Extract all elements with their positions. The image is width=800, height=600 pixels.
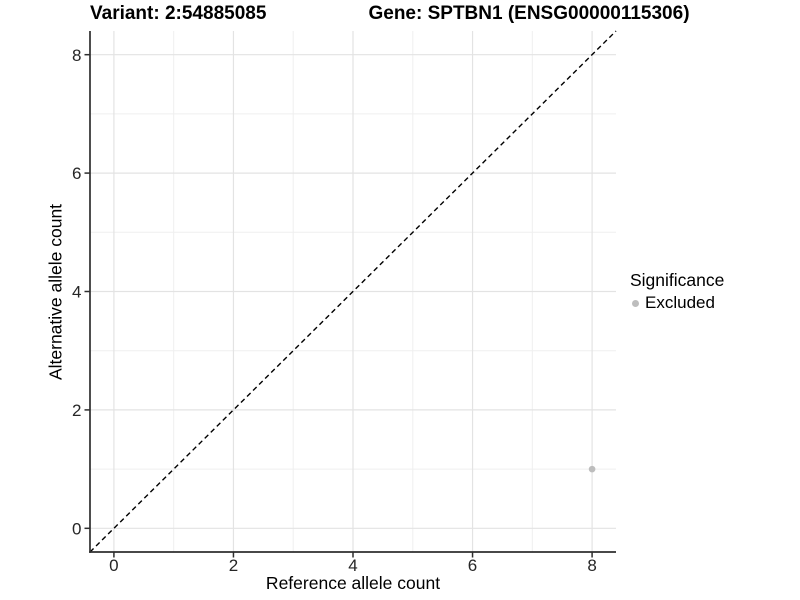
y-tick-label: 2: [72, 401, 81, 420]
gene-title: Gene: SPTBN1 (ENSG00000115306): [368, 3, 690, 24]
legend-title: Significance: [630, 270, 725, 290]
x-axis-title: Reference allele count: [265, 573, 441, 593]
legend-item-label: Excluded: [645, 293, 715, 312]
legend-item-excluded: Excluded: [630, 293, 724, 313]
x-tick-label: 4: [348, 556, 357, 575]
variant-title: Variant: 2:54885085: [90, 3, 267, 24]
legend: Significance Excluded: [630, 270, 724, 313]
x-tick-label: 2: [229, 556, 238, 575]
y-tick-label: 8: [72, 46, 81, 65]
data-point-excluded: [588, 465, 596, 473]
y-axis-title: Alternative allele count: [45, 203, 66, 381]
identity-line: [89, 30, 617, 553]
y-tick-label: 4: [72, 283, 81, 302]
y-tick-label: 6: [72, 164, 81, 183]
x-tick-label: 6: [468, 556, 477, 575]
x-tick-label: 8: [587, 556, 596, 575]
legend-point-icon: [632, 299, 639, 307]
x-tick-label: 0: [109, 556, 118, 575]
y-tick-label: 0: [72, 519, 81, 538]
